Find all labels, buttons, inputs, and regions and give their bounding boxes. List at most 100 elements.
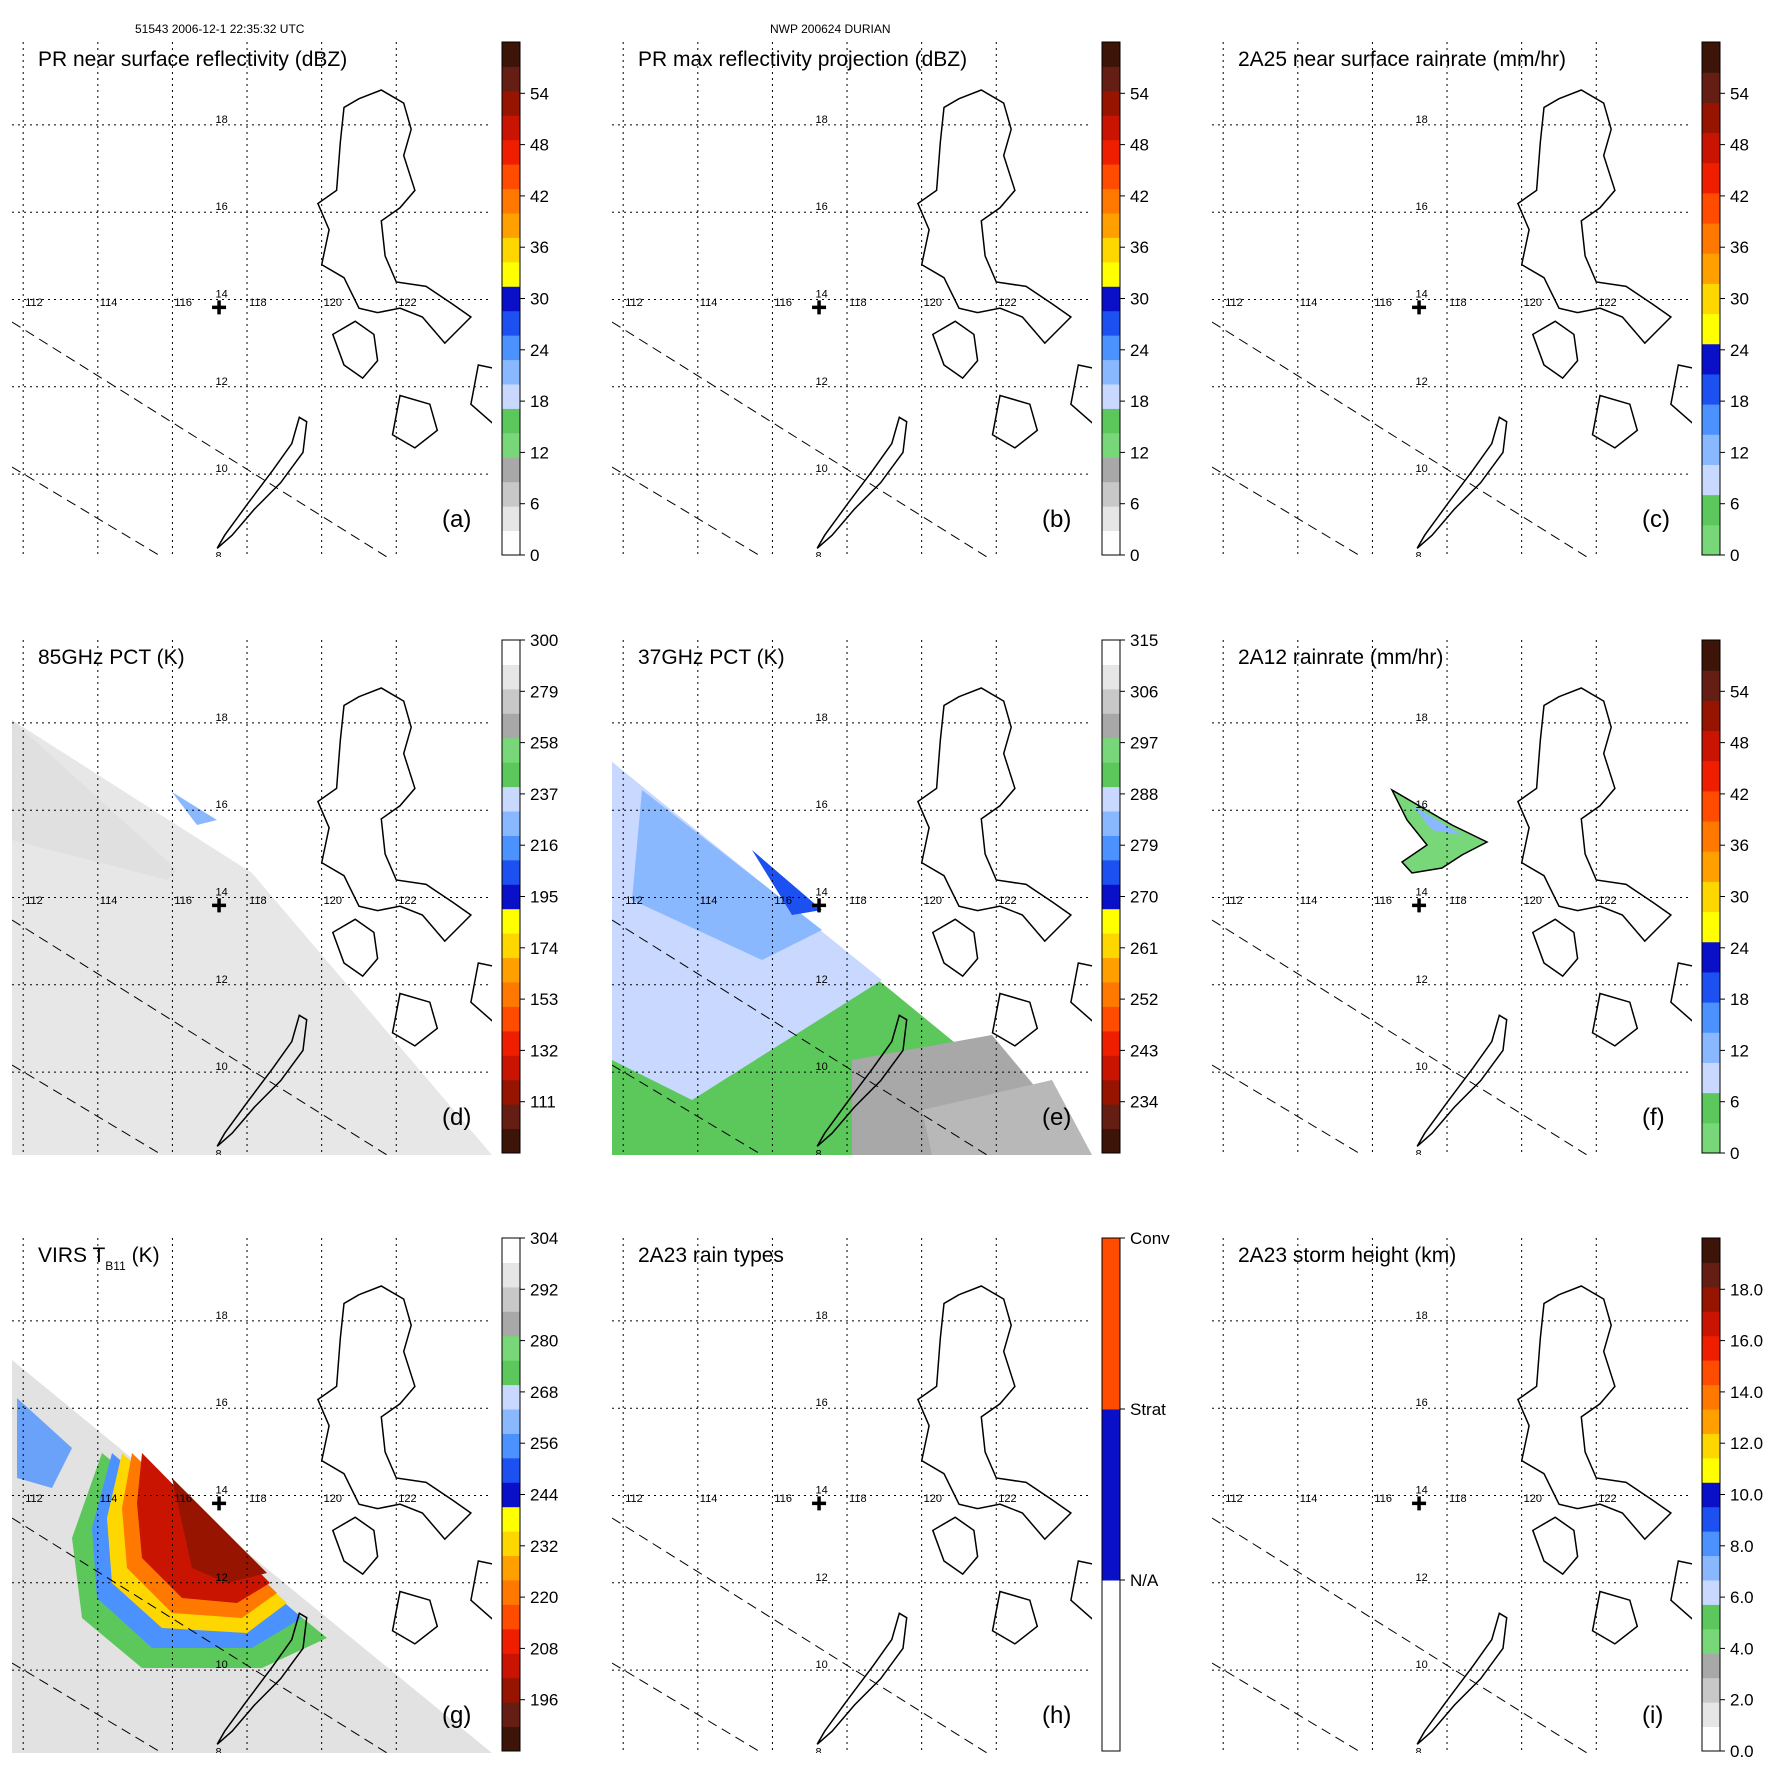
colorbar-tick-label: 0 [1730, 1144, 1739, 1163]
colorbar-tick-label: 36 [1130, 238, 1149, 257]
colorbar-step [1102, 481, 1120, 507]
colorbar-step [502, 310, 520, 336]
lon-tick-label: 114 [700, 895, 718, 907]
colorbar-step [502, 1104, 520, 1130]
colorbar-tick-label: 208 [530, 1639, 558, 1658]
colorbar-tick-label: 24 [1130, 341, 1149, 360]
colorbar-tick-label: 6 [1130, 495, 1139, 514]
lon-tick-label: 122 [398, 895, 416, 907]
lon-tick-label: 120 [924, 1493, 942, 1505]
colorbar-tick-label: 30 [1730, 290, 1749, 309]
colorbar-tick-label: 2.0 [1730, 1691, 1754, 1710]
colorbar-step [1702, 223, 1720, 254]
colorbar-tick-label: 153 [530, 990, 558, 1009]
colorbar-tick-label: 24 [530, 341, 549, 360]
colorbar-step [1702, 192, 1720, 224]
colorbar-step [1102, 713, 1120, 739]
lat-tick-label: 18 [1415, 114, 1427, 126]
colorbar-tick-label: 24 [1730, 341, 1749, 360]
lat-tick-label: 16 [215, 201, 227, 213]
colorbar-tick-label: 196 [530, 1691, 558, 1710]
coastline-3 [991, 394, 1039, 449]
coastline-1 [331, 918, 379, 978]
colorbar-tick-label: 48 [530, 136, 549, 155]
colorbar-step [502, 1286, 520, 1312]
lat-tick-label: 18 [1415, 1310, 1427, 1322]
lon-tick-label: 122 [998, 297, 1016, 309]
panel-title-a: PR near surface reflectivity (dBZ) [38, 48, 347, 71]
colorbar-step [1102, 432, 1120, 458]
colorbar-step [1102, 982, 1120, 1007]
swath-edge-south [612, 466, 763, 557]
colorbar-tick-label: 42 [1130, 187, 1149, 206]
colorbar-step [502, 1311, 520, 1337]
colorbar-tick-label: 220 [530, 1588, 558, 1607]
colorbar-d: 300 279 258 237 216 195 174 153 132 111 [501, 631, 558, 1154]
coastline-2 [816, 1014, 908, 1147]
colorbar-step [502, 1604, 520, 1630]
lat-tick-label: 10 [815, 1659, 827, 1671]
colorbar-tick-label: 195 [530, 888, 558, 907]
colorbar-tick-label: 30 [1730, 888, 1749, 907]
colorbar-step [502, 811, 520, 836]
swath-edge-north [12, 321, 388, 557]
colorbar-step [1702, 283, 1720, 315]
coastline-3 [991, 1590, 1039, 1645]
coastline-1 [331, 1516, 379, 1576]
swath-edge-north [612, 919, 988, 1155]
map-area-h: 112 114 116 118 120 122 18 16 14 12 10 8 [612, 1238, 1092, 1753]
colorbar-step [1102, 457, 1120, 483]
swath-edge-south [12, 466, 163, 557]
pct37-blue [632, 790, 822, 960]
lon-tick-label: 122 [1598, 895, 1616, 907]
colorbar-step [1702, 72, 1720, 103]
coastline-0 [316, 89, 473, 345]
map-area-g: 112 114 116 118 120 122 18 16 14 12 10 8 [12, 1238, 492, 1753]
colorbar-tick-label: 288 [1130, 785, 1158, 804]
coastline-0 [1516, 687, 1673, 943]
lon-tick-label: 114 [1300, 895, 1318, 907]
lon-tick-label: 112 [1225, 1493, 1243, 1505]
colorbar-step [502, 90, 520, 116]
lat-tick-label: 16 [815, 201, 827, 213]
lon-tick-label: 112 [25, 895, 43, 907]
coastline-3 [991, 992, 1039, 1047]
lon-tick-label: 118 [249, 297, 267, 309]
colorbar-step [1102, 530, 1120, 556]
panel-label-f: (f) [1642, 1104, 1665, 1131]
storm-center-marker [212, 898, 227, 913]
lat-tick-label: 16 [215, 1397, 227, 1409]
colorbar-step [1702, 700, 1720, 732]
map-area-e: 112 114 116 118 120 122 18 16 14 12 10 8 [612, 640, 1092, 1155]
colorbar-step [1702, 1032, 1720, 1063]
lat-tick-label: 8 [1415, 550, 1421, 562]
panel-title-b: PR max reflectivity projection (dBZ) [638, 48, 967, 71]
colorbar-tick-label: N/A [1130, 1571, 1159, 1590]
lon-tick-label: 116 [774, 297, 792, 309]
colorbar-step [502, 835, 520, 861]
lat-tick-label: 12 [215, 974, 227, 986]
colorbar-step [1102, 762, 1120, 788]
lat-tick-label: 12 [1415, 974, 1427, 986]
colorbar-step [502, 164, 520, 190]
coastline-4 [1670, 364, 1692, 424]
colorbar-tick-label: 237 [530, 785, 558, 804]
colorbar-step [1102, 237, 1120, 263]
colorbar-tick-label: 18 [1730, 990, 1749, 1009]
colorbar-tick-label: 24 [1730, 939, 1749, 958]
swath-edge-north [1212, 1517, 1588, 1753]
storm-center-marker [812, 300, 827, 315]
lat-tick-label: 8 [215, 1148, 221, 1160]
colorbar-step [502, 42, 520, 67]
colorbar-tick-label: 42 [1730, 187, 1749, 206]
colorbar-step [1702, 1092, 1720, 1124]
colorbar-step [1702, 464, 1720, 496]
panel-g: 112 114 116 118 120 122 18 16 14 12 10 8 VIRS TB11 (… [12, 1229, 558, 1753]
pct85-texture [12, 720, 177, 880]
coastline-0 [1516, 89, 1673, 345]
colorbar-step [502, 66, 520, 92]
colorbar-step [1102, 957, 1120, 983]
colorbar-step [1102, 1030, 1120, 1056]
lat-tick-label: 14 [215, 289, 227, 301]
